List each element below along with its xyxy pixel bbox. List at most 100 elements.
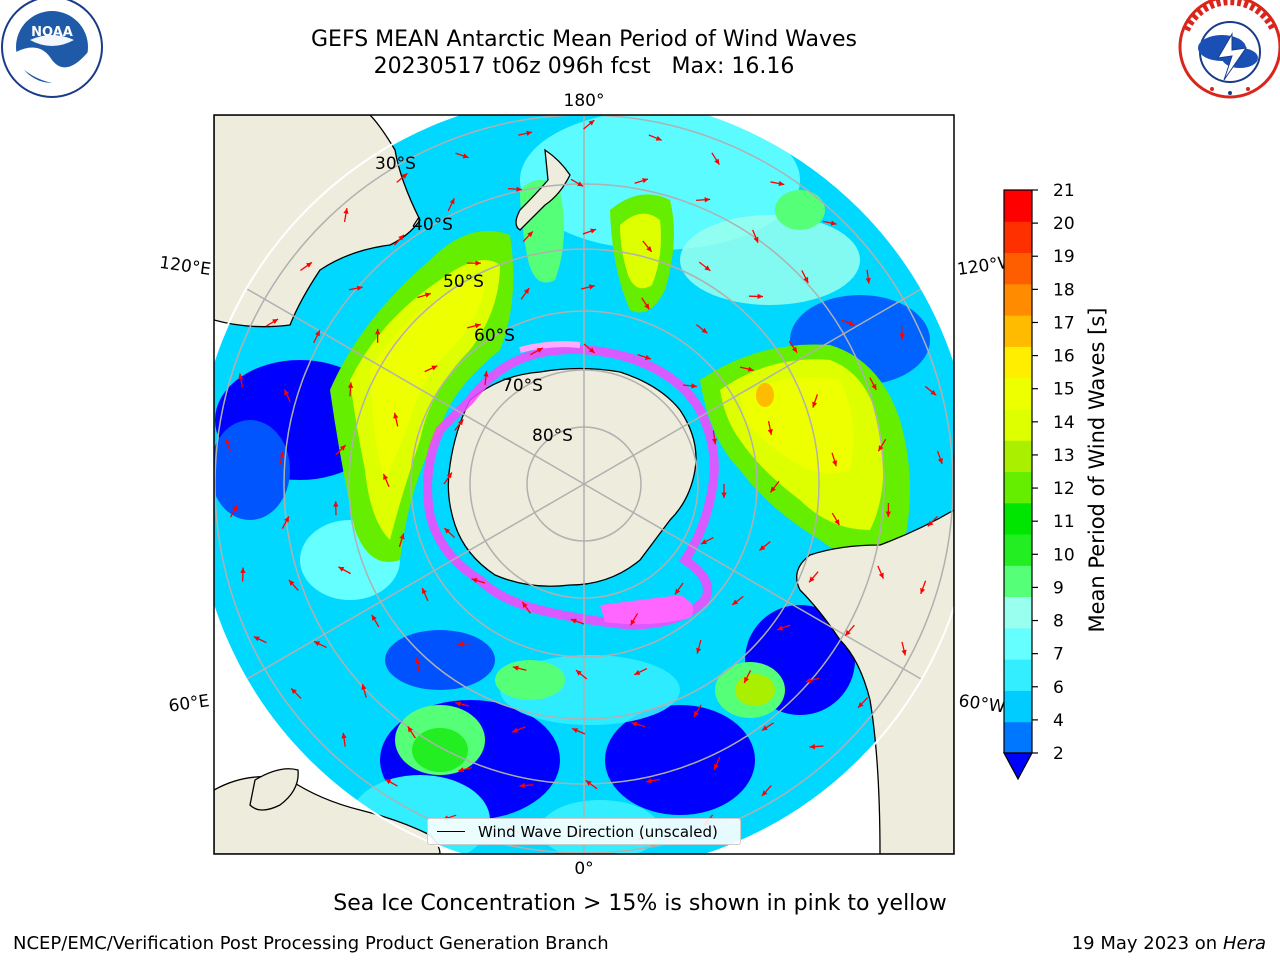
wave-direction-arrow [927,515,938,527]
colorbar: 2 4 6 7 8 9 10 11 12 13 14 15 16 17 18 19 20 21 [1002,181,1075,781]
wave-direction-arrow [788,340,798,353]
wave-direction-arrow [443,527,456,539]
wave-direction-arrow [629,613,639,626]
wave-direction-arrow [700,537,714,545]
wave-direction-arrow [288,579,299,591]
wave-direction-arrow [739,366,754,372]
wave-direction-arrow [229,504,238,518]
colorbar-tick-label: 10 [1053,545,1075,565]
colorbar-block [1004,221,1032,254]
colorbar-tick-label: 7 [1053,645,1064,665]
colorbar-tick-label: 4 [1053,711,1064,731]
colorbar-block [1004,252,1032,285]
colorbar-tick-label: 15 [1053,380,1075,400]
map-area: 30°S 40°S 50°S 60°S 70°S 80°S [214,115,954,854]
wave-direction-arrow [521,601,531,614]
wave-direction-arrow [333,501,339,516]
wave-direction-arrow [443,472,453,485]
lat-label-60s: 60°S [474,326,515,346]
wave-direction-arrow [634,178,649,184]
wave-direction-arrow [642,240,653,253]
wave-direction-arrow [924,385,937,396]
wave-direction-arrow [761,722,774,732]
wave-direction-arrow [731,595,744,606]
colorbar-block [1004,596,1032,629]
wave-direction-arrow [512,665,527,671]
wave-direction-arrow [341,732,347,747]
wave-direction-arrow [238,373,244,388]
wave-direction-arrow [877,438,887,452]
lat-label-30s: 30°S [375,154,416,174]
lon-label-60e: 60°E [167,691,210,716]
lon-label-180: 180° [564,91,605,111]
wave-direction-arrow [713,756,721,771]
wind-wave-arrows [224,119,943,841]
colorbar-tick-label: 18 [1053,280,1075,300]
sea-ice [423,341,719,630]
colorbar-outline [1003,189,1033,754]
colorbar-block [1004,377,1032,410]
wave-direction-arrow [447,198,455,212]
wave-direction-arrow [696,639,702,654]
wave-direction-arrow [920,580,927,595]
nws-logo [1178,0,1280,99]
wave-direction-arrow [808,571,819,583]
wave-direction-arrow [348,285,363,291]
wave-direction-arrow [530,347,544,356]
new-zealand [515,148,571,231]
wave-direction-arrow [752,229,759,244]
wave-direction-arrow [417,292,432,299]
wave-direction-arrow [831,452,838,467]
wave-direction-arrow [398,533,405,548]
colorbar-block [1004,534,1032,566]
colorbar-block [1004,502,1032,535]
colorbar-block [1004,565,1032,598]
wave-direction-arrow [721,484,727,498]
colorbar-tick-label: 2 [1053,744,1064,764]
wave-direction-arrow [458,767,473,773]
wave-direction-arrow [767,420,773,435]
wave-direction-arrow [695,324,708,334]
colorbar-tick-label: 11 [1053,512,1075,532]
wave-direction-arrow [224,438,232,452]
wave-direction-arrow [581,284,595,290]
wave-direction-arrow [631,721,646,728]
wave-direction-arrow [454,419,464,431]
colorbar-tick-label: 8 [1053,612,1064,632]
wave-direction-arrow [519,782,534,789]
wave-direction-arrow [570,618,585,625]
colorbar-tick-label: 16 [1053,347,1075,367]
wave-direction-arrow [812,394,818,408]
legend-label: Wind Wave Direction (unscaled) [478,823,718,841]
wave-direction-arrow [338,566,351,575]
wave-direction-arrow [253,636,267,644]
lat-label-80s: 80°S [532,426,573,446]
lon-label-0: 0° [574,859,593,879]
wave-direction-arrow [371,614,380,628]
wave-direction-arrow [634,668,648,676]
wave-direction-arrow [857,697,869,709]
wave-direction-arrow [759,541,771,551]
noaa-logo-text: NOAA [31,25,73,40]
wave-direction-arrow [674,582,684,595]
wave-direction-arrow [801,270,809,284]
colorbar-block [1004,440,1032,472]
colorbar-block [1004,627,1032,660]
wave-direction-arrow [335,444,347,456]
colorbar-tick-label: 13 [1053,446,1075,466]
legend-line-sample [437,831,465,832]
wave-direction-arrow [711,430,718,445]
wave-direction-arrow [483,371,489,386]
wave-direction-arrow [313,640,327,649]
wave-direction-arrow [393,234,405,246]
colorbar-block [1004,408,1032,441]
wave-direction-arrow [278,451,285,466]
wave-direction-arrow [281,516,290,530]
wave-direction-arrow [805,677,820,683]
lat-label-50s: 50°S [443,272,484,292]
wave-direction-arrow [711,152,720,165]
wave-direction-arrow [375,328,381,343]
wave-direction-arrow [648,134,663,141]
colorbar-block [1004,690,1032,723]
wave-direction-arrow [265,318,279,327]
